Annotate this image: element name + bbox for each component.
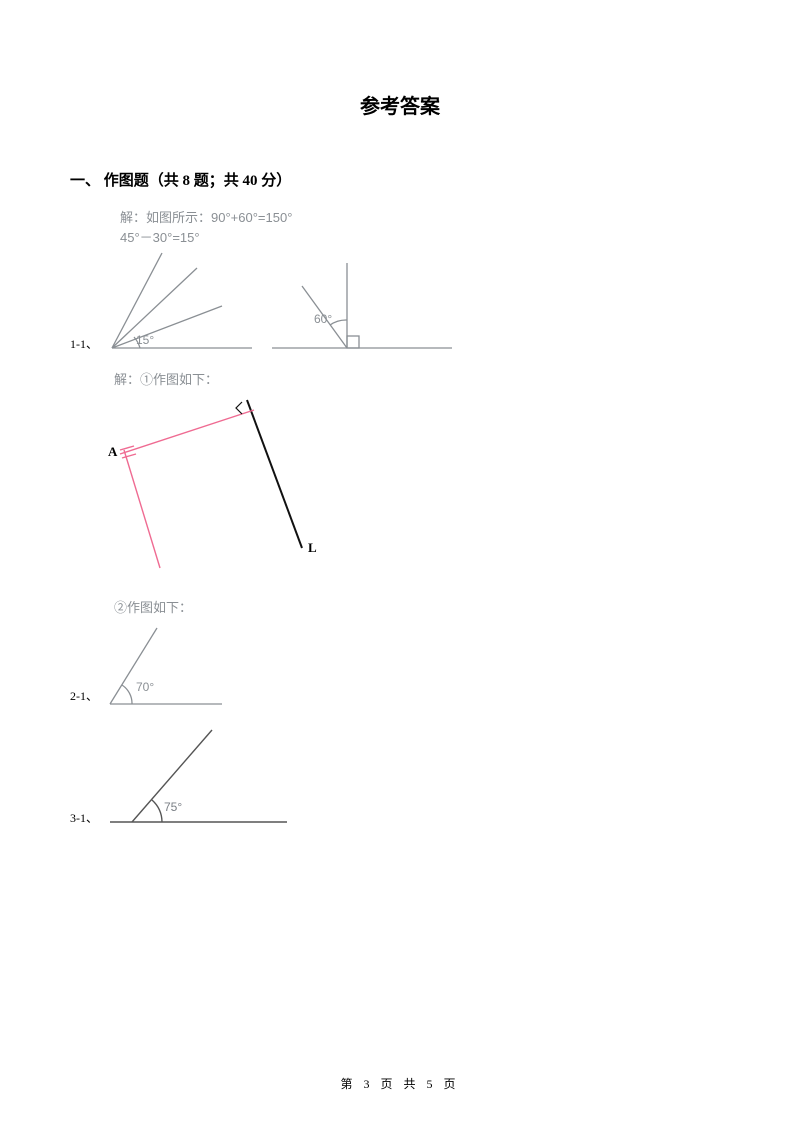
q2-diagram: 解：①作图如下： A L ②作图如下： [102, 370, 382, 710]
page-footer: 第 3 页 共 5 页 [0, 1075, 800, 1092]
q2-angle-70: 70° [136, 680, 154, 694]
q2-label-A: A [108, 444, 117, 460]
question-1-1: 1-1、 解：如图所示：90°+60°=150° 45°－30°=15° [70, 208, 730, 358]
q2-label-L: L [308, 540, 317, 556]
q3-diagram: 75° [102, 722, 302, 832]
question-2-1: 2-1、 解：①作图如下： A L ②作图如下： [70, 370, 730, 710]
q1-svg [102, 208, 462, 358]
q2-svg-1 [102, 388, 382, 588]
question-3-1: 3-1、 75° [70, 722, 730, 832]
page-title: 参考答案 [70, 90, 730, 119]
q1-angle-60: 60° [314, 312, 332, 326]
q3-angle-75: 75° [164, 800, 182, 814]
q2-text-2: ②作图如下： [114, 598, 192, 619]
q2-number: 2-1、 [70, 687, 98, 710]
q1-angle-15: 15° [136, 333, 154, 347]
q1-diagram: 解：如图所示：90°+60°=150° 45°－30°=15° [102, 208, 462, 358]
q3-svg [102, 722, 302, 832]
q3-number: 3-1、 [70, 809, 98, 832]
q2-svg-2 [102, 622, 262, 712]
q1-number: 1-1、 [70, 335, 98, 358]
section-header: 一、 作图题（共 8 题；共 40 分） [70, 169, 730, 190]
